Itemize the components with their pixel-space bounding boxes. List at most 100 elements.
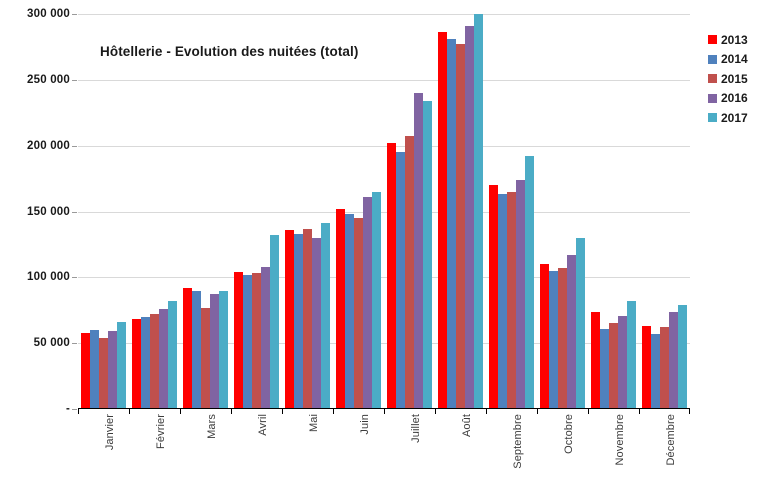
y-axis-tick [72, 211, 77, 213]
x-axis-category-label: Février [154, 414, 167, 449]
y-axis-tick [72, 343, 77, 345]
bar [159, 308, 168, 409]
gridline [78, 343, 690, 345]
bar [261, 266, 270, 409]
bar [498, 194, 507, 409]
bar-group-bars [333, 14, 384, 409]
legend-color-swatch [708, 35, 717, 45]
x-axis-label-cell: Mai [282, 412, 333, 478]
bar [372, 191, 381, 409]
x-axis-line [78, 408, 690, 409]
bar-group-bars [588, 14, 639, 409]
legend-color-swatch [708, 93, 717, 103]
bar [549, 270, 558, 409]
y-axis-tick-label: - [65, 403, 70, 415]
x-axis-label-cell: Janvier [78, 412, 129, 478]
bar [669, 311, 678, 409]
x-axis-label-cell: Août [435, 412, 486, 478]
x-axis-category-label: Juin [358, 414, 371, 435]
legend-item[interactable]: 2017 [708, 108, 770, 128]
x-axis-category-label: Mai [307, 414, 320, 433]
bar [90, 330, 99, 409]
bar [303, 228, 312, 409]
bar-group-bars [435, 14, 486, 409]
bar-group [384, 14, 435, 414]
bar [651, 333, 660, 409]
bar [414, 93, 423, 409]
legend-item[interactable]: 2016 [708, 89, 770, 109]
bar [168, 301, 177, 409]
x-axis-tick [282, 409, 283, 414]
bar [132, 319, 141, 409]
bar [243, 274, 252, 409]
bar-group [129, 14, 180, 414]
bar [336, 208, 345, 409]
bar [447, 39, 456, 409]
bar [678, 304, 687, 409]
legend-series-label: 2016 [721, 91, 748, 106]
y-axis-tick-label: 250 000 [27, 73, 70, 86]
y-axis-tick [72, 79, 77, 81]
bar [312, 237, 321, 409]
x-axis-label-cell: Décembre [639, 412, 690, 478]
x-axis-label-cell: Mars [180, 412, 231, 478]
bar [576, 237, 585, 409]
y-axis-tick-label: 200 000 [27, 139, 70, 152]
bar [99, 337, 108, 409]
x-axis-category-label: Décembre [664, 414, 677, 466]
x-axis-tick [486, 409, 487, 414]
bar [642, 326, 651, 409]
bar [354, 218, 363, 409]
y-axis-tick [72, 145, 77, 147]
legend-series-label: 2014 [721, 52, 748, 67]
bar [396, 152, 405, 409]
legend-item[interactable]: 2013 [708, 30, 770, 50]
bar [540, 264, 549, 409]
bar-group-bars [384, 14, 435, 409]
y-axis-tick-label: 150 000 [27, 205, 70, 218]
legend-item[interactable]: 2015 [708, 69, 770, 89]
bar [507, 191, 516, 409]
x-axis-tick [384, 409, 385, 414]
bar-group-bars [537, 14, 588, 409]
bar [294, 233, 303, 409]
x-axis-label-cell: Juin [333, 412, 384, 478]
legend-item[interactable]: 2014 [708, 50, 770, 70]
bar [252, 273, 261, 409]
bar-group-bars [231, 14, 282, 409]
bar [600, 328, 609, 409]
y-axis: - 50 000 100 000 150 000 200 000 250 000 300 0… [0, 0, 77, 478]
y-axis-tick [72, 409, 77, 410]
chart-legend: 2013 2014 2015 2016 2017 [708, 30, 770, 128]
bar [465, 25, 474, 409]
bar-group [333, 14, 384, 414]
gridline [78, 211, 690, 213]
gridline [78, 79, 690, 81]
bar-group [78, 14, 129, 414]
x-axis-tick [129, 409, 130, 414]
x-axis-category-label: Septembre [511, 414, 524, 469]
bar [525, 156, 534, 409]
bar-group [435, 14, 486, 414]
x-axis-label-cell: Septembre [486, 412, 537, 478]
y-axis-tick-label: 100 000 [27, 271, 70, 284]
x-axis-category-label: Octobre [562, 414, 575, 454]
legend-color-swatch [708, 113, 717, 123]
bar [423, 100, 432, 409]
x-axis-labels: Janvier Février Mars Avril Mai Juin Juillet Aoû… [78, 412, 690, 478]
bar [141, 316, 150, 409]
bar-group [537, 14, 588, 414]
bar [363, 197, 372, 409]
y-axis-tick [72, 14, 77, 15]
bar [219, 290, 228, 409]
bar [516, 179, 525, 409]
bar [345, 214, 354, 409]
bar [150, 314, 159, 409]
x-axis-category-label: Août [460, 414, 473, 438]
x-axis-category-label: Janvier [103, 414, 116, 451]
bar [489, 185, 498, 409]
legend-color-swatch [708, 54, 717, 64]
bar [609, 323, 618, 409]
x-axis-tick [435, 409, 436, 414]
x-axis-tick [78, 409, 79, 414]
